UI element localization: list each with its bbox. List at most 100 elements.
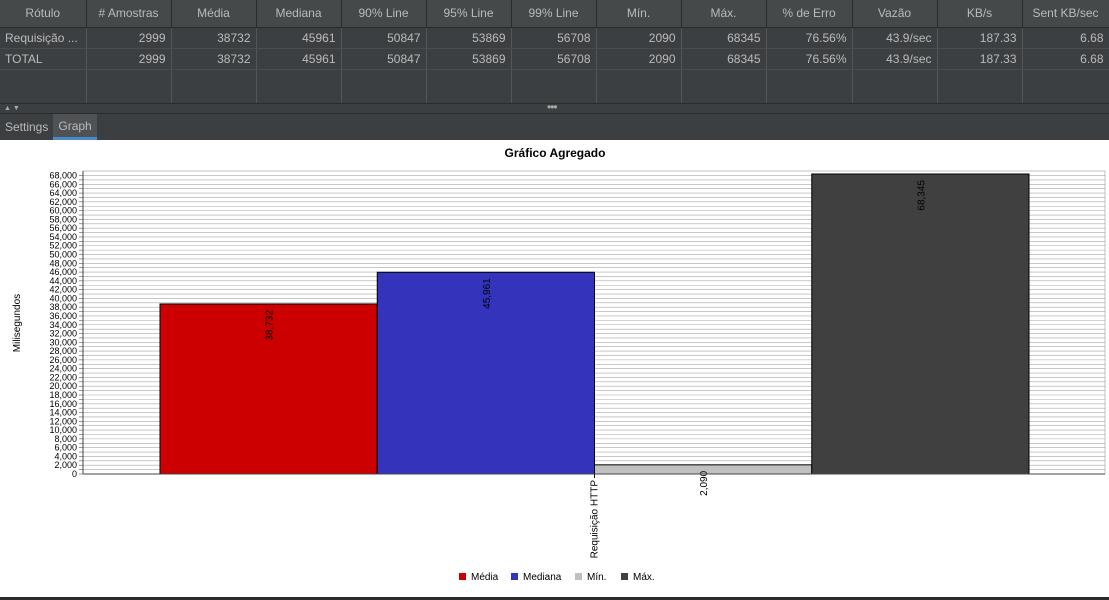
legend-item-label: Mediana — [523, 572, 562, 583]
column-header[interactable]: Vazão — [852, 0, 938, 28]
y-tick-label: 16,000 — [49, 399, 77, 409]
bar-1 — [159, 303, 378, 475]
empty-cell — [426, 69, 512, 103]
y-tick-label: 20,000 — [49, 381, 77, 391]
empty-cell — [596, 69, 682, 103]
legend-item-label: Média — [471, 572, 499, 583]
table-cell[interactable]: 6.68 — [1022, 48, 1109, 70]
y-tick-label: 58,000 — [49, 214, 77, 224]
table-cell[interactable]: 76.56% — [766, 48, 853, 70]
y-tick-label: 6,000 — [54, 443, 77, 453]
tab-settings[interactable]: Settings — [5, 120, 49, 134]
y-tick-label: 30,000 — [49, 337, 77, 347]
column-header[interactable]: # Amostras — [86, 0, 172, 28]
column-header[interactable]: Rótulo — [0, 0, 87, 28]
empty-cell — [681, 69, 767, 103]
table-cell[interactable]: 2999 — [86, 48, 172, 70]
y-tick-label: 14,000 — [49, 408, 77, 418]
table-cell[interactable]: 56708 — [511, 27, 597, 49]
table-cell[interactable]: 43.9/sec — [852, 48, 938, 70]
table-cell[interactable]: 45961 — [256, 27, 342, 49]
column-header[interactable]: % de Erro — [766, 0, 853, 28]
chart-title: Gráfico Agregado — [505, 146, 606, 160]
y-tick-label: 46,000 — [49, 267, 77, 277]
table-cell[interactable]: 38732 — [171, 48, 257, 70]
table-row-total[interactable]: TOTAL 2999 38732 45961 50847 53869 56708… — [0, 48, 1109, 70]
y-tick-label: 18,000 — [49, 390, 77, 400]
y-axis-label: Milisegundos — [12, 294, 23, 352]
y-tick-label: 24,000 — [49, 364, 77, 374]
empty-cell — [0, 69, 87, 103]
column-header[interactable]: Mín. — [596, 0, 682, 28]
y-tick-label: 68,000 — [49, 171, 77, 181]
table-cell[interactable]: 68345 — [681, 27, 767, 49]
column-header[interactable]: Máx. — [681, 0, 767, 28]
y-tick-label: 12,000 — [49, 416, 77, 426]
y-tick-label: 26,000 — [49, 355, 77, 365]
legend-item-label: Máx. — [633, 572, 655, 583]
table-cell[interactable]: 50847 — [341, 27, 427, 49]
y-tick-label: 22,000 — [49, 372, 77, 382]
table-cell[interactable]: 76.56% — [766, 27, 853, 49]
legend-swatch — [621, 573, 628, 580]
y-tick-label: 40,000 — [49, 293, 77, 303]
table-cell[interactable]: 6.68 — [1022, 27, 1109, 49]
y-tick-label: 36,000 — [49, 311, 77, 321]
table-cell[interactable]: 2090 — [596, 48, 682, 70]
bar-4 — [811, 173, 1030, 475]
table-cell[interactable]: 45961 — [256, 48, 342, 70]
table-cell[interactable]: 187.33 — [937, 48, 1023, 70]
tab-bar: Settings Graph — [0, 114, 1109, 140]
drag-handle-icon[interactable]: ••• — [547, 100, 558, 114]
bar-value-label: 2,090 — [699, 470, 710, 495]
bar-2 — [376, 271, 595, 475]
y-tick-label: 10,000 — [49, 425, 77, 435]
y-tick-label: 38,000 — [49, 302, 77, 312]
y-tick-label: 34,000 — [49, 320, 77, 330]
empty-cell — [937, 69, 1023, 103]
column-header[interactable]: 95% Line — [426, 0, 512, 28]
table-cell[interactable]: 68345 — [681, 48, 767, 70]
column-header[interactable]: 99% Line — [511, 0, 597, 28]
y-tick-label: 8,000 — [54, 434, 77, 444]
empty-cell — [852, 69, 938, 103]
aggregate-report-table: Rótulo # Amostras Média Mediana 90% Line… — [0, 0, 1109, 103]
split-pane-divider[interactable]: ▲▼ ••• — [0, 100, 1109, 114]
table-row[interactable]: Requisição ... 2999 38732 45961 50847 53… — [0, 27, 1109, 49]
table-cell[interactable]: 56708 — [511, 48, 597, 70]
table-cell[interactable]: 53869 — [426, 48, 512, 70]
table-header-row: Rótulo # Amostras Média Mediana 90% Line… — [0, 0, 1109, 28]
y-tick-label: 44,000 — [49, 276, 77, 286]
tab-graph[interactable]: Graph — [53, 114, 97, 140]
table-cell[interactable]: 187.33 — [937, 27, 1023, 49]
table-cell[interactable]: 53869 — [426, 27, 512, 49]
aggregate-bar-chart: Gráfico AgregadoMilisegundos02,0004,0006… — [12, 146, 1106, 583]
legend-swatch — [575, 573, 582, 580]
y-tick-label: 64,000 — [49, 188, 77, 198]
y-tick-label: 62,000 — [49, 197, 77, 207]
column-header[interactable]: KB/s — [937, 0, 1023, 28]
table-empty-row — [0, 69, 1109, 103]
y-tick-label: 0 — [72, 469, 77, 479]
column-header[interactable]: 90% Line — [341, 0, 427, 28]
table-cell[interactable]: 2999 — [86, 27, 172, 49]
column-header[interactable]: Média — [171, 0, 257, 28]
empty-cell — [511, 69, 597, 103]
legend-swatch — [459, 573, 466, 580]
table-cell[interactable]: Requisição ... — [0, 27, 87, 49]
empty-cell — [256, 69, 342, 103]
table-cell[interactable]: 38732 — [171, 27, 257, 49]
column-header[interactable]: Mediana — [256, 0, 342, 28]
column-header[interactable]: Sent KB/sec — [1022, 0, 1109, 28]
table-cell[interactable]: 43.9/sec — [852, 27, 938, 49]
y-tick-label: 2,000 — [54, 460, 77, 470]
table-cell[interactable]: TOTAL — [0, 48, 87, 70]
table-cell[interactable]: 50847 — [341, 48, 427, 70]
table-cell[interactable]: 2090 — [596, 27, 682, 49]
bar-value-label: 38,732 — [265, 310, 276, 341]
split-collapse-arrows-icon[interactable]: ▲▼ — [4, 105, 22, 112]
y-tick-label: 32,000 — [49, 329, 77, 339]
legend-item-label: Mín. — [587, 572, 606, 583]
y-tick-label: 60,000 — [49, 206, 77, 216]
aggregate-graph-panel: Gráfico Agregado Milisegundos 0 2,000 4,000 6… — [0, 140, 1109, 597]
